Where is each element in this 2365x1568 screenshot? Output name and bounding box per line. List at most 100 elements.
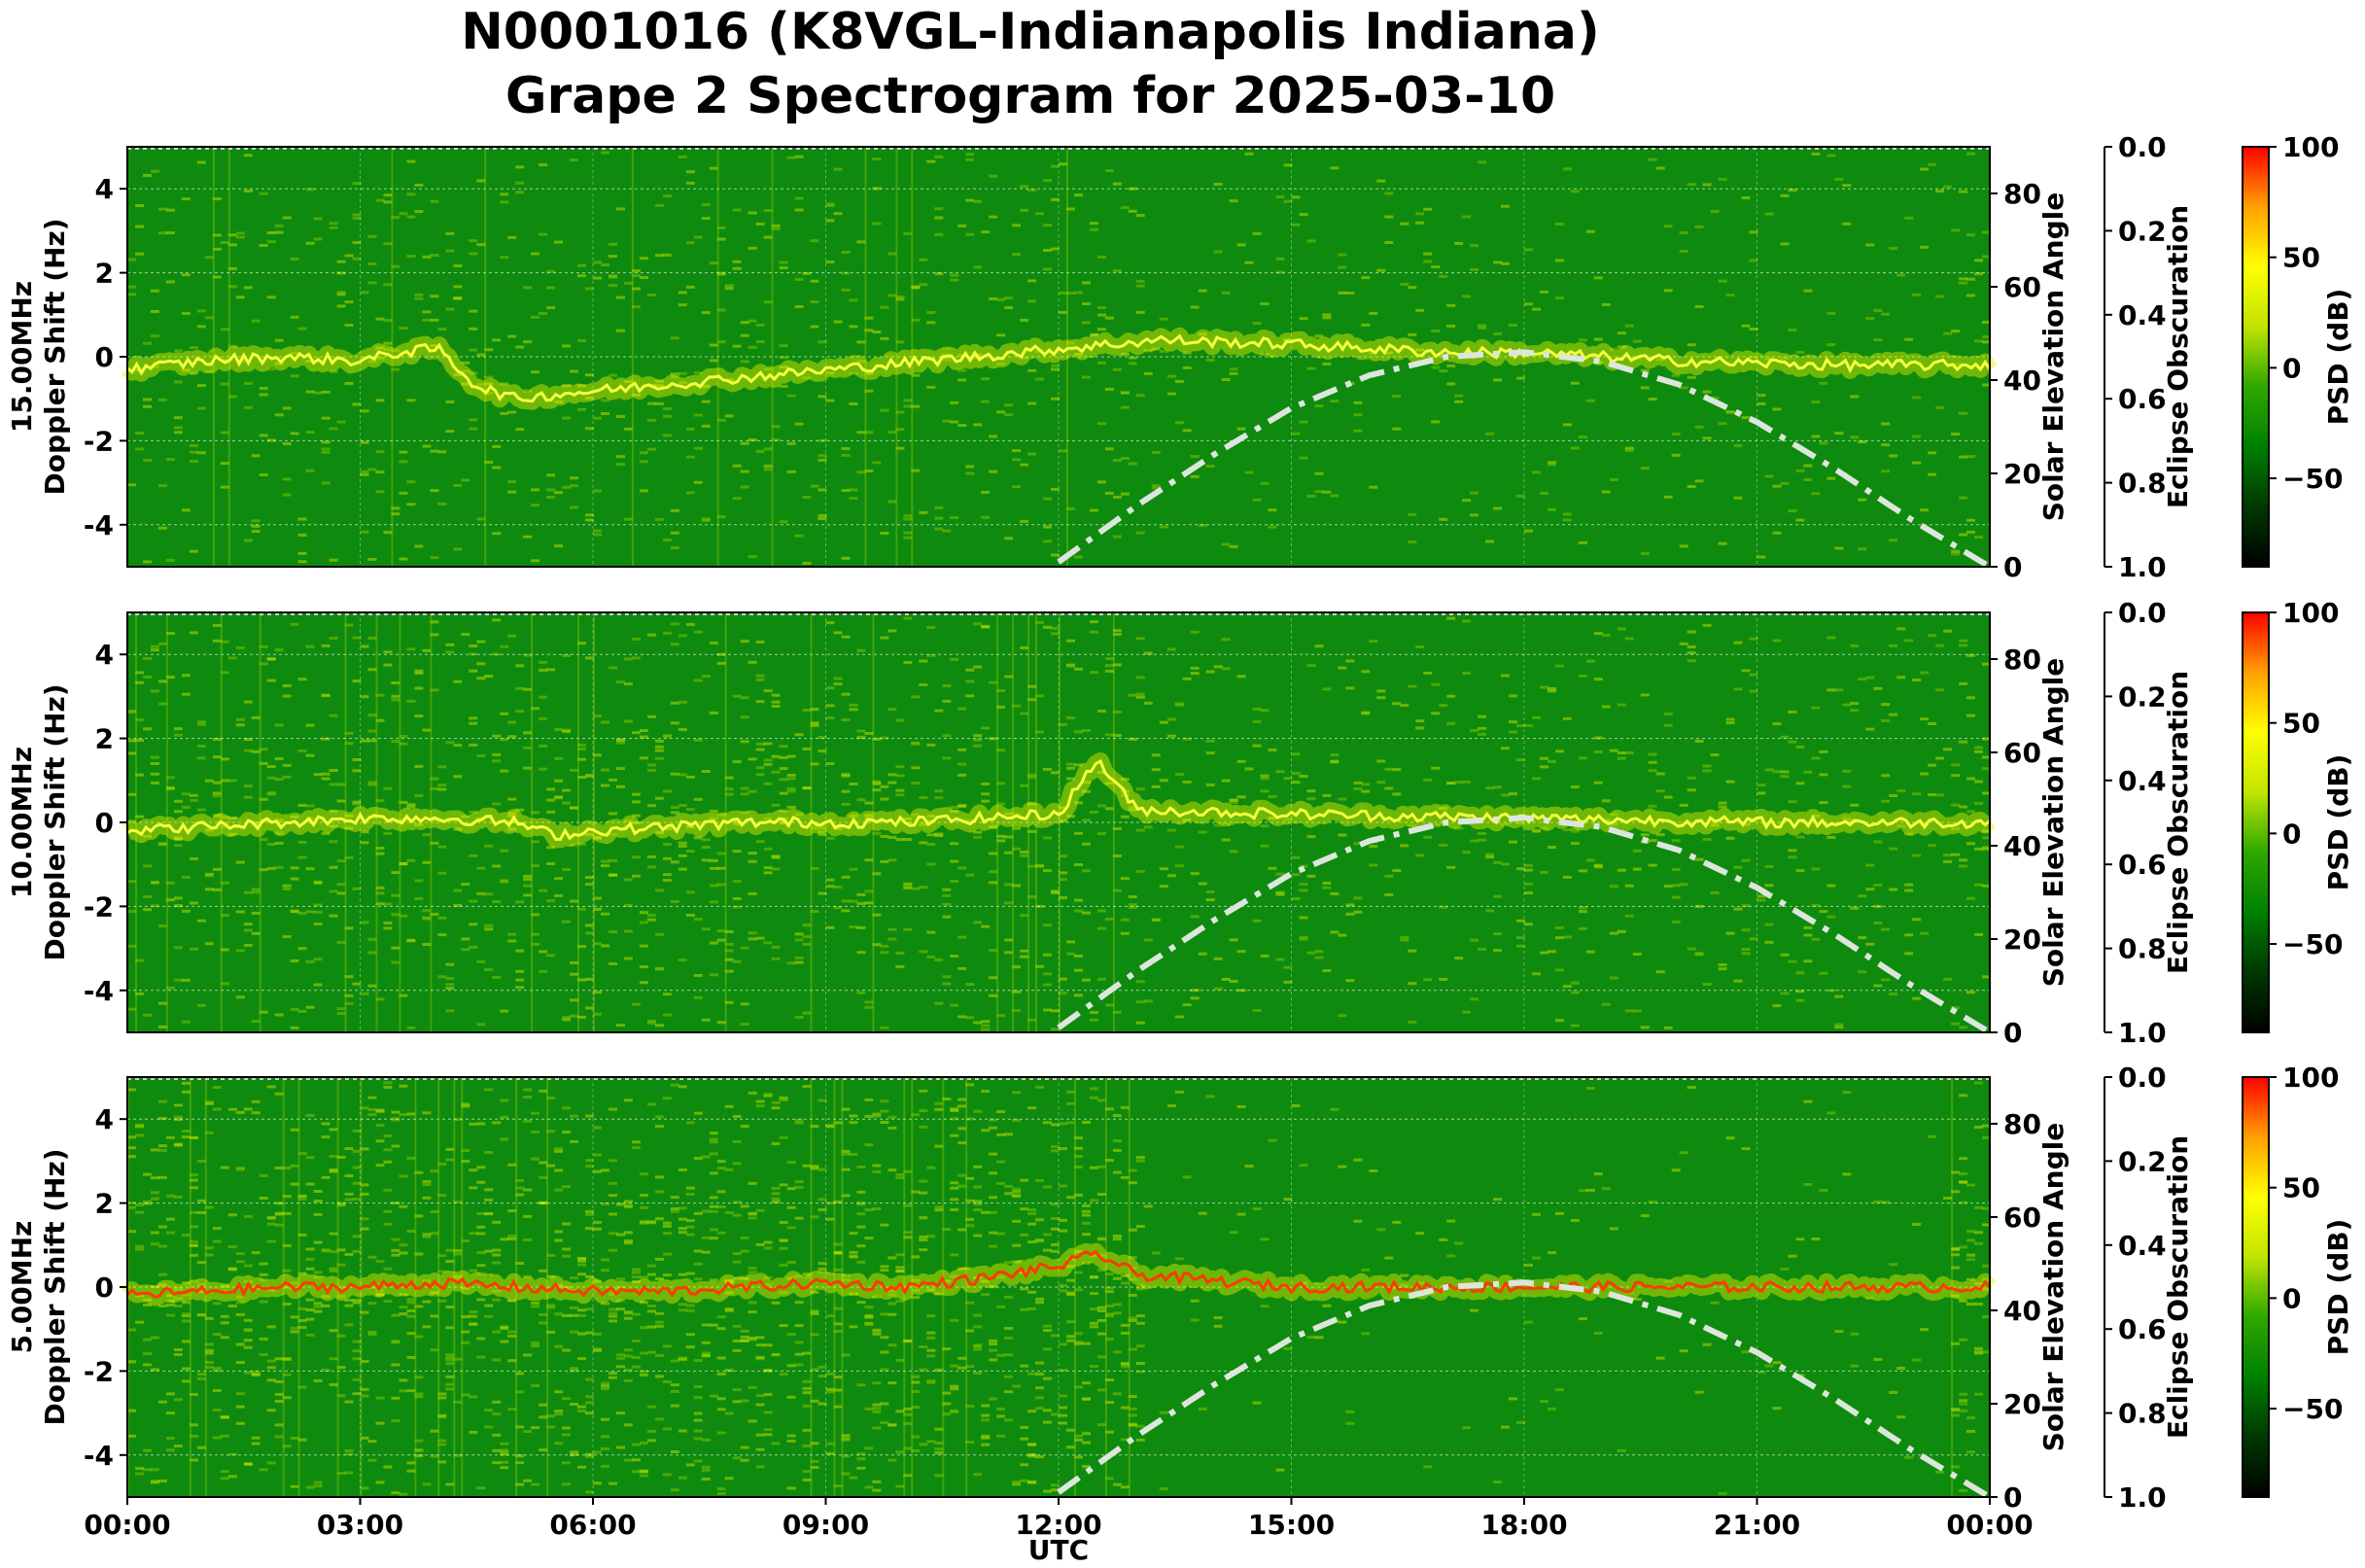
solar-tick-label: 40 [2003,830,2041,862]
eclipse-tick-label: 0.6 [2118,383,2167,415]
y-tick-label: -4 [84,509,114,541]
figure-title-line1: N0001016 (K8VGL-Indianapolis Indiana) [461,3,1599,61]
colorbar-tick-label: 50 [2282,1172,2320,1204]
colorbar-tick-label: 50 [2282,708,2320,740]
y-tick-label: -4 [84,1440,114,1472]
solar-tick-label: 20 [2003,923,2041,956]
psd-colorbar [2242,146,2270,568]
doppler-trace-line [126,333,1992,403]
y-tick-label: -2 [84,1355,114,1387]
y-tick-label: 2 [95,723,114,755]
solar-tick-label: 60 [2003,737,2041,769]
eclipse-tick-label: 0.6 [2118,849,2167,881]
x-tick-label: 15:00 [1248,1509,1335,1541]
solar-tick-label: 60 [2003,271,2041,303]
solar-tick-label: 60 [2003,1202,2041,1234]
colorbar-label: PSD (dB) [2322,754,2354,891]
psd-colorbar [2242,1076,2270,1498]
eclipse-tick-label: 0.2 [2118,1145,2167,1177]
y-tick-label: 2 [95,258,114,290]
colorbar-tick-label: 0 [2282,352,2301,384]
x-tick-label: 00:00 [1946,1509,2033,1541]
eclipse-tick-label: 0.8 [2118,468,2167,500]
colorbar-label: PSD (dB) [2322,289,2354,426]
y-tick-label: -2 [84,890,114,923]
y-tick-label: 4 [95,1103,114,1135]
x-tick-label: 06:00 [549,1509,636,1541]
figure-title-line2: Grape 2 Spectrogram for 2025-03-10 [505,67,1555,125]
y-axis-label: Doppler Shift (Hz) [39,683,71,960]
x-tick-label: 09:00 [783,1509,869,1541]
eclipse-axis-label: Eclipse Obscuration [2162,1135,2194,1439]
eclipse-tick-label: 0.4 [2118,1230,2167,1262]
x-tick-label: 21:00 [1714,1509,1800,1541]
y-tick-label: 4 [95,639,114,671]
x-tick-label: 18:00 [1480,1509,1567,1541]
colorbar-tick-label: 100 [2282,1062,2339,1094]
solar-axis-label: Solar Elevation Angle [2037,658,2069,987]
solar-elevation-curve [1057,1279,1992,1500]
colorbar-tick-label: 100 [2282,597,2339,629]
eclipse-axis-label: Eclipse Obscuration [2162,671,2194,974]
y-tick-label: 0 [95,341,114,373]
eclipse-tick-label: 0.2 [2118,680,2167,713]
colorbar-tick-label: −50 [2282,463,2343,495]
solar-tick-label: 20 [2003,458,2041,490]
eclipse-axis-label: Eclipse Obscuration [2162,205,2194,508]
solar-elevation-curve [1057,349,1992,570]
panel-5-00mhz: 420-2-45.00MHz Doppler Shift (Hz)02040608… [6,1062,2354,1514]
colorbar-tick-label: 0 [2282,818,2301,850]
eclipse-tick-label: 0.0 [2118,597,2167,629]
eclipse-tick-label: 0.4 [2118,299,2167,331]
colorbar-tick-label: −50 [2282,928,2343,960]
colorbar-tick-label: 100 [2282,131,2339,163]
y-axis-label: 15.00MHz [6,281,38,433]
x-tick-label: 00:00 [84,1509,170,1541]
solar-tick-label: 40 [2003,365,2041,397]
panel-10-00mhz: 420-2-410.00MHz Doppler Shift (Hz)0204060… [6,597,2354,1049]
y-tick-label: 0 [95,1272,114,1304]
doppler-trace-line [125,1249,1992,1300]
solar-tick-label: 80 [2003,1108,2041,1140]
eclipse-tick-label: 0.4 [2118,765,2167,797]
gridlines [127,147,1990,567]
solar-tick-label: 20 [2003,1388,2041,1420]
x-axis-label: UTC [1028,1534,1089,1566]
spectrogram-noise [127,147,1991,567]
eclipse-tick-label: 0.8 [2118,933,2167,965]
colorbar-tick-label: 50 [2282,242,2320,274]
y-tick-label: 0 [95,807,114,839]
panel-15-00mhz: 420-2-415.00MHz Doppler Shift (Hz)0204060… [6,131,2354,583]
eclipse-tick-label: 0.0 [2118,1062,2167,1094]
solar-tick-label: 0 [2003,551,2022,583]
solar-tick-label: 80 [2003,644,2041,676]
x-tick-label: 03:00 [317,1509,403,1541]
y-axis-label: 10.00MHz [6,747,38,898]
eclipse-tick-label: 1.0 [2118,551,2167,583]
eclipse-tick-label: 0.2 [2118,215,2167,247]
colorbar-label: PSD (dB) [2322,1219,2354,1356]
psd-colorbar [2242,611,2270,1033]
y-axis-label: 5.00MHz [6,1221,38,1354]
y-axis-label: Doppler Shift (Hz) [39,1148,71,1425]
gridlines [127,612,1990,1032]
x-tick-label: 12:00 [1015,1509,1101,1541]
y-tick-label: -2 [84,425,114,457]
x-axis: 00:00 03:00 06:00 09:00 12:00 15:00 18:00 21:00… [84,1497,2034,1541]
solar-axis-label: Solar Elevation Angle [2037,1123,2069,1451]
eclipse-tick-label: 1.0 [2118,1017,2167,1049]
eclipse-tick-label: 0.0 [2118,131,2167,163]
y-axis-label: Doppler Shift (Hz) [39,218,71,495]
y-tick-label: 2 [95,1188,114,1220]
solar-elevation-curve [1057,815,1992,1035]
solar-axis-label: Solar Elevation Angle [2037,192,2069,521]
y-tick-label: 4 [95,173,114,205]
colorbar-tick-label: −50 [2282,1393,2343,1425]
eclipse-tick-label: 1.0 [2118,1481,2167,1514]
eclipse-tick-label: 0.8 [2118,1398,2167,1430]
panels-group: 420-2-415.00MHz Doppler Shift (Hz)0204060… [6,131,2354,1514]
y-tick-label: -4 [84,975,114,1007]
solar-tick-label: 80 [2003,178,2041,210]
colorbar-tick-label: 0 [2282,1282,2301,1314]
